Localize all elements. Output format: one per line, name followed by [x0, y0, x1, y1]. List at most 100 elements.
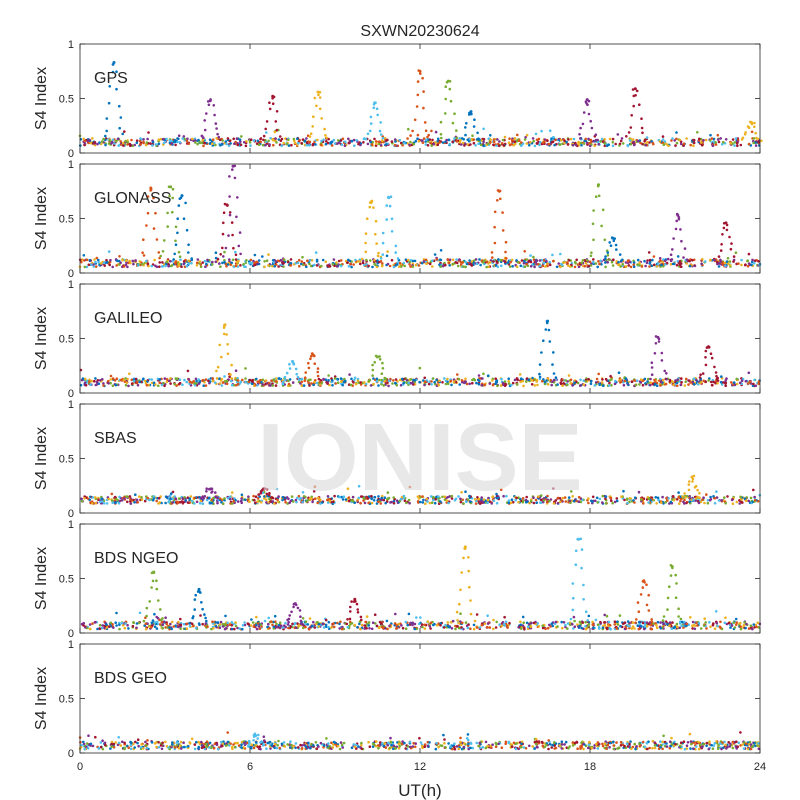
scatter-point	[273, 614, 277, 618]
scatter-point	[218, 626, 222, 630]
spike-peak	[208, 99, 212, 103]
scatter-point	[731, 138, 735, 141]
scatter-point	[163, 377, 167, 380]
scatter-point	[546, 264, 549, 268]
scatter-point	[344, 140, 347, 144]
scatter-point	[80, 260, 83, 264]
scatter-point	[189, 495, 193, 498]
scatter-point	[415, 616, 418, 619]
scatter-point	[734, 617, 738, 621]
scatter-point	[458, 137, 462, 140]
scatter-point	[255, 142, 259, 145]
spike-point	[672, 237, 675, 240]
scatter-point	[406, 137, 409, 140]
scatter-point	[179, 258, 182, 262]
scatter-point	[302, 626, 305, 630]
spike-point	[235, 215, 238, 219]
spike-point	[476, 131, 479, 135]
scatter-point	[668, 378, 672, 382]
spike-point	[323, 127, 326, 131]
scatter-point	[657, 498, 660, 502]
scatter-point	[720, 499, 723, 502]
scatter-point	[301, 491, 305, 494]
scatter-point	[473, 259, 476, 262]
scatter-point	[407, 381, 411, 385]
scatter-point	[661, 378, 665, 382]
scatter-point	[336, 381, 340, 385]
scatter-point	[185, 380, 189, 384]
scatter-point	[551, 380, 554, 384]
scatter-point	[715, 490, 718, 493]
scatter-point	[483, 383, 487, 387]
scatter-point	[676, 255, 680, 258]
scatter-point	[446, 382, 450, 386]
scatter-point	[710, 383, 714, 387]
scatter-point	[317, 625, 321, 628]
scatter-point	[433, 501, 437, 505]
spike-point	[171, 196, 174, 200]
scatter-point	[731, 502, 735, 506]
spike-point	[371, 363, 374, 367]
scatter-point	[244, 367, 247, 370]
panel-plot-area	[80, 524, 760, 633]
scatter-point	[164, 616, 167, 619]
spike-point	[177, 250, 181, 254]
scatter-point	[579, 500, 583, 504]
scatter-point	[174, 260, 178, 264]
spike-point	[115, 87, 118, 91]
spike-point	[600, 224, 603, 228]
scatter-point	[255, 623, 258, 627]
scatter-point	[740, 379, 744, 383]
scatter-point	[382, 384, 386, 387]
scatter-point	[162, 141, 166, 145]
spike-point	[671, 248, 674, 251]
scatter-point	[479, 263, 482, 267]
scatter-point	[691, 258, 694, 262]
spike-point	[223, 202, 227, 206]
scatter-point	[452, 380, 456, 383]
scatter-point	[337, 141, 341, 145]
scatter-point	[101, 624, 104, 627]
scatter-point	[134, 493, 137, 497]
scatter-point	[329, 141, 332, 144]
scatter-point	[500, 264, 503, 268]
scatter-point	[316, 621, 319, 624]
scatter-point	[752, 262, 756, 265]
scatter-point	[597, 625, 601, 629]
scatter-point	[114, 501, 117, 505]
scatter-point	[131, 259, 134, 263]
scatter-point	[417, 139, 421, 143]
scatter-point	[740, 258, 743, 262]
scatter-point	[149, 142, 152, 145]
scatter-point	[271, 623, 274, 627]
scatter-point	[591, 500, 594, 503]
scatter-point	[752, 488, 755, 492]
scatter-point	[115, 377, 119, 381]
scatter-point	[275, 141, 278, 144]
scatter-point	[100, 497, 104, 501]
scatter-point	[322, 138, 325, 142]
scatter-point	[173, 138, 177, 142]
scatter-point	[356, 260, 360, 263]
scatter-point	[190, 499, 194, 503]
spike-point	[464, 126, 467, 129]
scatter-point	[226, 263, 230, 266]
spike-point	[538, 363, 542, 366]
scatter-point	[580, 143, 583, 147]
scatter-point	[377, 495, 380, 498]
scatter-point	[436, 143, 440, 146]
scatter-point	[640, 265, 644, 268]
scatter-point	[591, 623, 595, 627]
scatter-point	[272, 378, 275, 382]
scatter-point	[714, 141, 717, 144]
scatter-point	[135, 626, 138, 630]
scatter-point	[724, 616, 727, 619]
scatter-point	[599, 620, 602, 624]
scatter-point	[496, 384, 499, 388]
scatter-point	[157, 496, 161, 500]
scatter-point	[466, 143, 469, 146]
scatter-point	[673, 498, 676, 501]
scatter-point	[115, 611, 118, 615]
spike-point	[222, 326, 226, 329]
scatter-point	[739, 625, 742, 628]
